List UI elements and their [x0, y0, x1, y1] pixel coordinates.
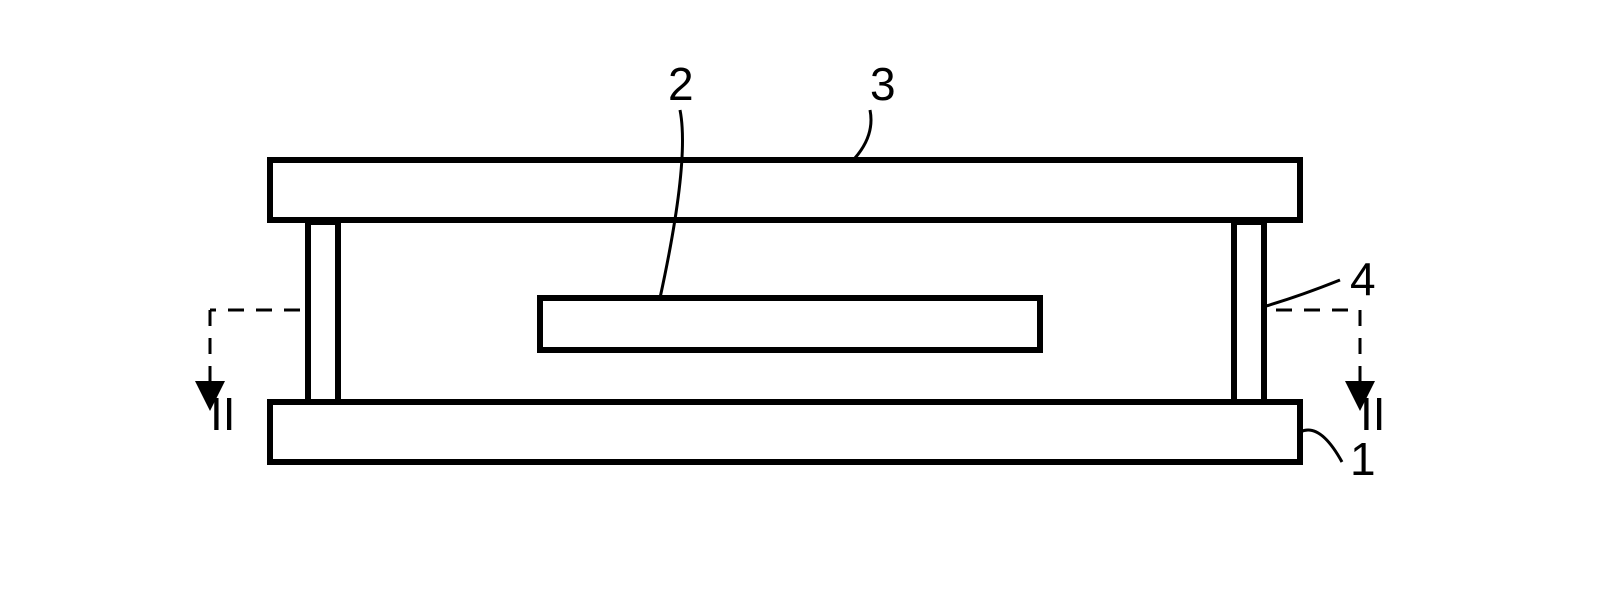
- cross-section-diagram: 1 2 3 4 II II: [0, 0, 1617, 605]
- leader-line-3: [855, 110, 871, 158]
- bottom-substrate: [270, 402, 1300, 462]
- inner-chip: [540, 298, 1040, 350]
- label-3: 3: [870, 58, 896, 110]
- label-4: 4: [1350, 253, 1376, 305]
- label-2: 2: [668, 58, 694, 110]
- section-label-right: II: [1360, 388, 1386, 440]
- leader-line-1: [1300, 430, 1342, 462]
- top-substrate: [270, 160, 1300, 220]
- leader-line-4: [1266, 280, 1340, 306]
- label-1: 1: [1350, 433, 1376, 485]
- right-wall: [1234, 222, 1264, 402]
- section-label-left: II: [210, 388, 236, 440]
- left-wall: [308, 222, 338, 402]
- leader-line-2: [660, 110, 683, 298]
